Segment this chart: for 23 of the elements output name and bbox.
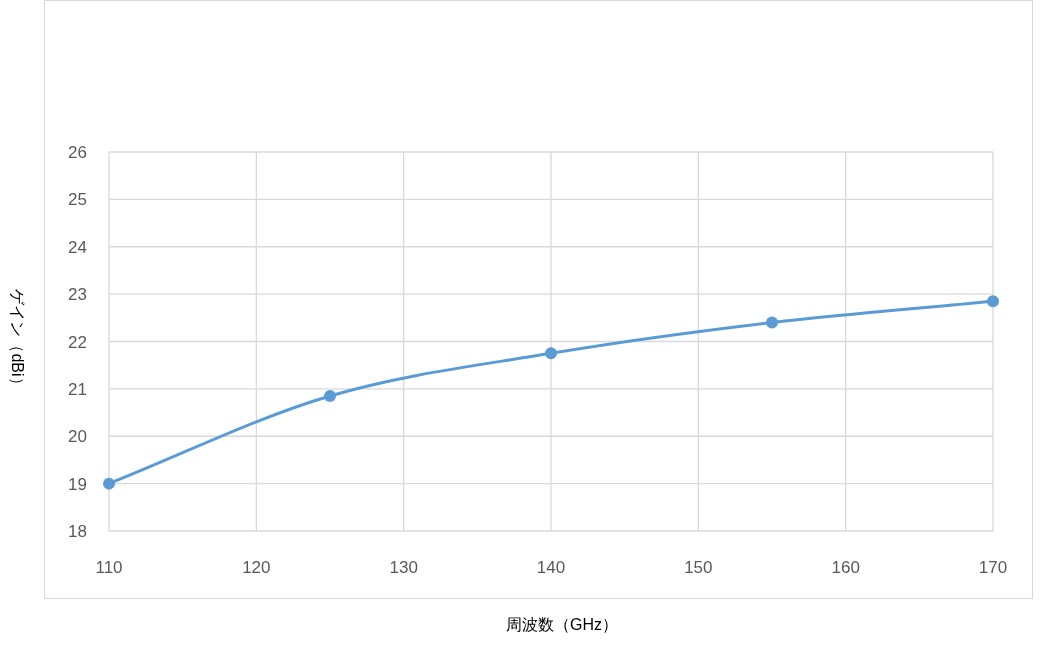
y-tick-label: 26 xyxy=(68,143,87,162)
y-tick-label: 21 xyxy=(68,379,87,399)
y-axis-title: ゲイン（dBi） xyxy=(9,289,26,393)
y-tick-label: 19 xyxy=(68,474,87,494)
x-axis-title: 周波数（GHz） xyxy=(506,616,618,633)
y-tick-label: 23 xyxy=(68,285,87,305)
y-tick-label: 20 xyxy=(68,427,87,447)
y-tick-label: 24 xyxy=(68,237,87,257)
y-tick-label: 22 xyxy=(68,332,87,352)
x-tick-label: 170 xyxy=(978,558,1008,577)
point xyxy=(766,316,778,329)
point xyxy=(103,477,115,490)
x-tick-label: 140 xyxy=(536,558,566,577)
x-tick-label: 150 xyxy=(684,558,713,577)
x-tick-label: 160 xyxy=(831,558,860,577)
point xyxy=(987,295,999,308)
point xyxy=(545,347,557,360)
point xyxy=(324,389,336,402)
y-tick-label: 25 xyxy=(68,190,87,210)
x-tick-label: 110 xyxy=(95,558,123,577)
x-tick-label: 120 xyxy=(242,558,271,577)
x-tick-label: 130 xyxy=(389,558,418,577)
y-tick-label: 18 xyxy=(68,522,87,541)
